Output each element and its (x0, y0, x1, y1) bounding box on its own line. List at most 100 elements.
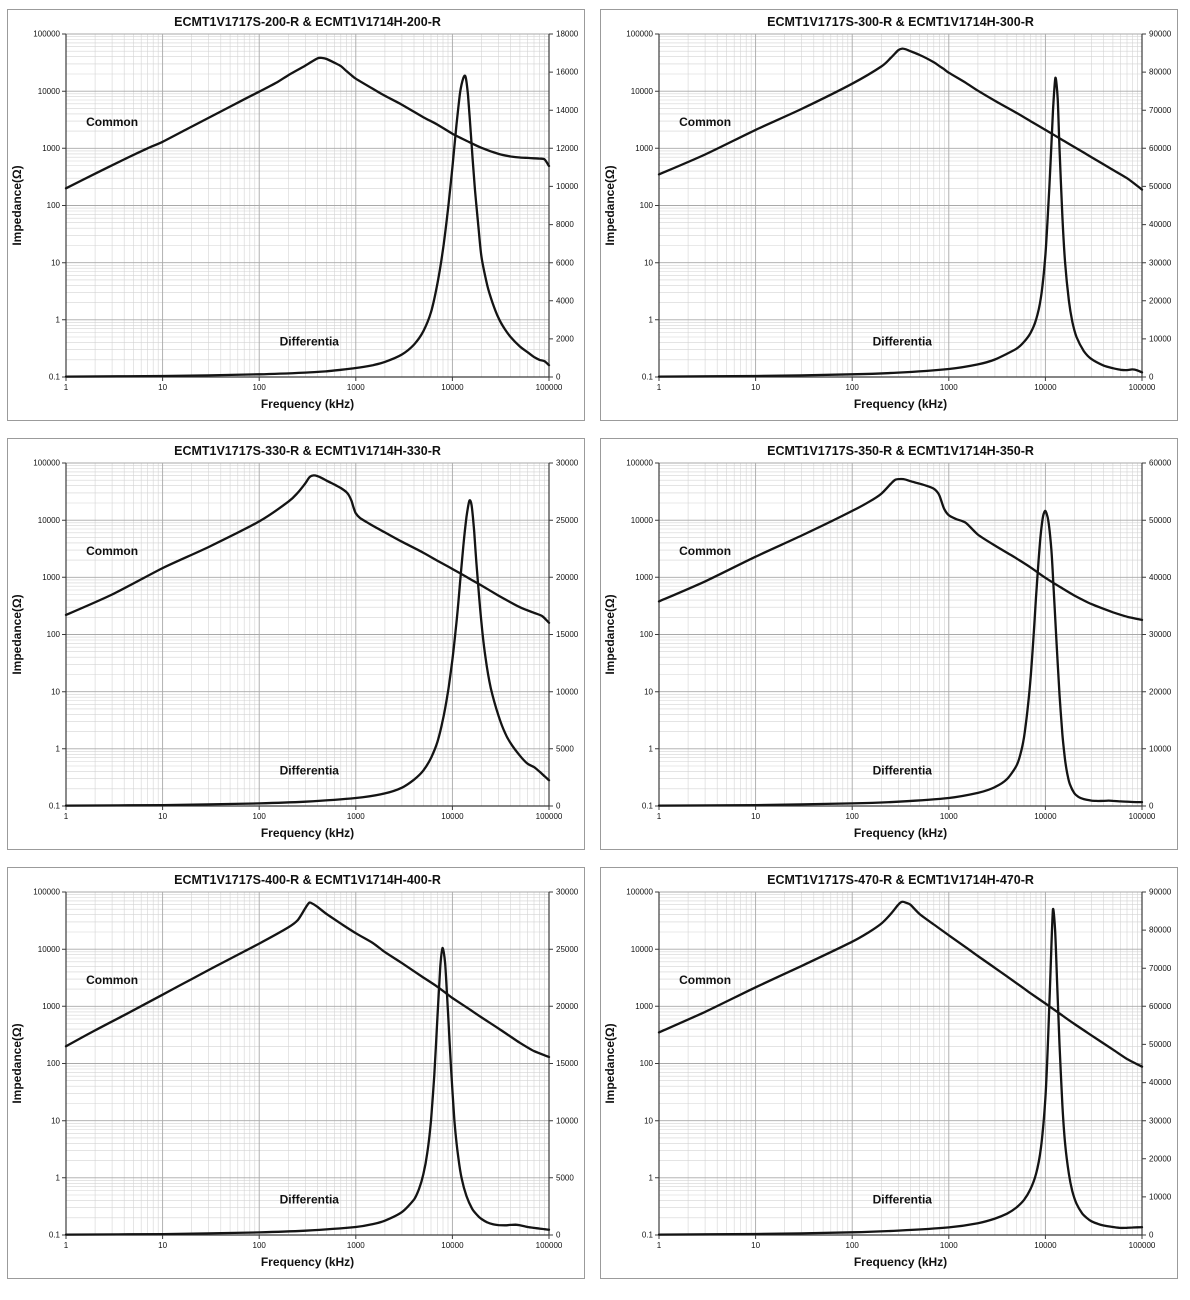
x-axis-title: Frequency (kHz) (854, 1255, 947, 1269)
right-tick-label: 10000 (556, 687, 579, 696)
left-tick-label: 10000 (38, 516, 61, 525)
x-tick-label: 10 (158, 812, 167, 821)
x-tick-label: 100000 (1129, 812, 1156, 821)
right-tick-label: 0 (556, 373, 561, 382)
x-axis-title: Frequency (kHz) (854, 826, 947, 840)
right-tick-label: 50000 (1149, 1040, 1172, 1049)
right-tick-label: 0 (1149, 802, 1154, 811)
x-tick-label: 1000 (940, 812, 958, 821)
right-tick-label: 30000 (1149, 258, 1172, 267)
right-tick-label: 4000 (556, 296, 574, 305)
axis-ticks (655, 33, 1146, 381)
x-tick-label: 1000 (940, 383, 958, 392)
left-tick-label: 1000 (635, 1002, 653, 1011)
left-tick-label: 1 (649, 315, 654, 324)
right-tick-label: 8000 (556, 220, 574, 229)
left-tick-label: 1000 (42, 573, 60, 582)
left-tick-label: 100 (640, 630, 654, 639)
right-tick-label: 10000 (556, 182, 579, 191)
left-tick-label: 1 (56, 315, 61, 324)
differential-curve (64, 946, 551, 1236)
axis-ticks (655, 462, 1146, 810)
chart-panel-400R: 0 5000 10000 15000 20000 25000 30000 100000 1000… (7, 867, 585, 1279)
right-tick-label: 50000 (1149, 516, 1172, 525)
right-tick-label: 0 (1149, 373, 1154, 382)
right-tick-label: 30000 (556, 459, 579, 468)
x-tick-label: 100000 (1129, 383, 1156, 392)
right-tick-label: 15000 (556, 630, 579, 639)
left-tick-label: 100 (640, 201, 654, 210)
x-tick-label: 100 (846, 383, 860, 392)
right-tick-label: 90000 (1149, 888, 1172, 897)
right-tick-label: 70000 (1149, 106, 1172, 115)
x-tick-label: 10 (751, 1241, 760, 1250)
chart-panel-300R: 0 10000 20000 30000 40000 50000 60000 70000 8000… (600, 9, 1178, 421)
right-tick-label: 10000 (556, 1116, 579, 1125)
x-tick-label: 100 (846, 1241, 860, 1250)
right-tick-label: 60000 (1149, 459, 1172, 468)
right-tick-label: 2000 (556, 335, 574, 344)
right-tick-label: 25000 (556, 516, 579, 525)
x-tick-label: 1 (64, 1241, 69, 1250)
right-tick-label: 60000 (1149, 144, 1172, 153)
right-tick-label: 40000 (1149, 573, 1172, 582)
axis-ticks (655, 891, 1146, 1239)
right-tick-label: 10000 (1149, 335, 1172, 344)
left-tick-label: 0.1 (642, 802, 654, 811)
left-tick-label: 0.1 (49, 1231, 61, 1240)
left-tick-label: 10 (51, 258, 60, 267)
right-tick-label: 80000 (1149, 68, 1172, 77)
axis-ticks (62, 33, 553, 381)
differential-curve (64, 499, 551, 807)
x-tick-label: 1 (64, 812, 69, 821)
x-tick-label: 100 (846, 812, 860, 821)
differential-curve-label: Differentia (280, 763, 340, 777)
left-tick-label: 1 (649, 1173, 654, 1182)
right-tick-label: 30000 (1149, 630, 1172, 639)
chart-title: ECMT1V1717S-470-R & ECMT1V1714H-470-R (767, 873, 1034, 887)
common-curve-label: Common (86, 544, 138, 558)
right-tick-label: 25000 (556, 945, 579, 954)
left-tick-label: 100 (47, 1059, 61, 1068)
x-tick-label: 100 (253, 812, 267, 821)
left-tick-label: 10000 (631, 516, 654, 525)
chart-panel-470R: 0 10000 20000 30000 40000 50000 60000 70000 8000… (600, 867, 1178, 1279)
x-tick-label: 100 (253, 383, 267, 392)
y-axis-title: Impedance(Ω) (603, 165, 617, 245)
common-curve-label: Common (86, 115, 138, 129)
x-axis-title: Frequency (kHz) (261, 397, 354, 411)
right-tick-label: 90000 (1149, 30, 1172, 39)
chart-panel-330R: 0 5000 10000 15000 20000 25000 30000 100000 1000… (7, 438, 585, 850)
left-tick-label: 10000 (38, 87, 61, 96)
x-tick-label: 10 (158, 1241, 167, 1250)
right-tick-label: 12000 (556, 144, 579, 153)
right-tick-label: 5000 (556, 744, 574, 753)
chart-svg: 0 10000 20000 30000 40000 50000 60000 70000 8000… (603, 15, 1172, 411)
x-tick-label: 100000 (536, 1241, 563, 1250)
left-tick-label: 1 (649, 744, 654, 753)
x-tick-label: 100000 (536, 383, 563, 392)
differential-curve-label: Differentia (873, 1192, 933, 1206)
chart-title: ECMT1V1717S-330-R & ECMT1V1714H-330-R (174, 444, 441, 458)
right-tick-label: 40000 (1149, 220, 1172, 229)
left-tick-label: 10 (644, 1116, 653, 1125)
right-tick-label: 20000 (556, 1002, 579, 1011)
x-tick-label: 100000 (536, 812, 563, 821)
right-tick-label: 80000 (1149, 926, 1172, 935)
right-tick-label: 20000 (1149, 1154, 1172, 1163)
right-tick-label: 30000 (1149, 1116, 1172, 1125)
chart-title: ECMT1V1717S-300-R & ECMT1V1714H-300-R (767, 15, 1034, 29)
common-curve (657, 47, 1144, 191)
left-tick-label: 10000 (631, 87, 654, 96)
left-tick-label: 10000 (38, 945, 61, 954)
right-tick-label: 14000 (556, 106, 579, 115)
right-tick-label: 0 (556, 1231, 561, 1240)
left-tick-label: 1 (56, 1173, 61, 1182)
differential-curve-label: Differentia (873, 763, 933, 777)
left-tick-label: 10 (644, 687, 653, 696)
x-tick-label: 10 (751, 812, 760, 821)
right-tick-label: 20000 (1149, 296, 1172, 305)
left-tick-label: 1000 (42, 144, 60, 153)
chart-svg: 0500010000150002000025000300001000001000… (10, 873, 579, 1269)
left-tick-label: 0.1 (49, 802, 61, 811)
